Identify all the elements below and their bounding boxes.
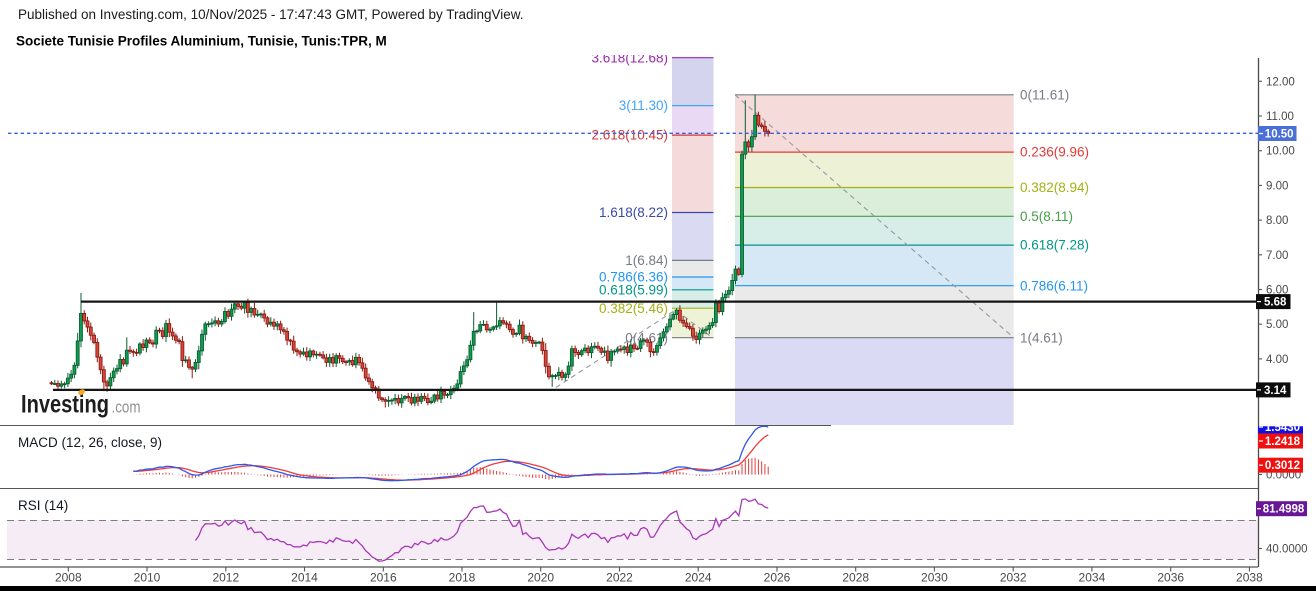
svg-text:40.0000: 40.0000 [1266, 544, 1308, 556]
svg-text:0.3012: 0.3012 [1265, 460, 1300, 472]
svg-text:10.00: 10.00 [1266, 146, 1295, 158]
svg-text:2038: 2038 [1236, 571, 1263, 585]
svg-text:0(11.61): 0(11.61) [1020, 87, 1069, 102]
svg-text:0.382(8.94): 0.382(8.94) [1020, 180, 1089, 195]
svg-text:0.236(9.96): 0.236(9.96) [1020, 145, 1089, 160]
svg-text:0.786(6.11): 0.786(6.11) [1020, 278, 1088, 293]
svg-text:2.618(10.45): 2.618(10.45) [591, 128, 668, 143]
svg-text:2028: 2028 [842, 571, 869, 585]
svg-text:3.618(12.68): 3.618(12.68) [591, 50, 668, 65]
svg-text:0.618(5.99): 0.618(5.99) [599, 282, 668, 297]
svg-text:5.68: 5.68 [1264, 297, 1287, 309]
svg-text:2010: 2010 [134, 571, 161, 585]
svg-text:Societe Tunisie Profiles Alumi: Societe Tunisie Profiles Aluminium, Tuni… [16, 34, 387, 49]
svg-text:2032: 2032 [1000, 571, 1027, 585]
svg-text:10.50: 10.50 [1265, 129, 1294, 141]
svg-text:9.00: 9.00 [1266, 180, 1288, 192]
svg-text:.com: .com [112, 398, 141, 417]
svg-text:2036: 2036 [1157, 571, 1184, 585]
svg-text:2020: 2020 [527, 571, 554, 585]
svg-text:1.618(8.22): 1.618(8.22) [599, 205, 668, 220]
svg-text:2026: 2026 [764, 571, 791, 585]
svg-text:81.4998: 81.4998 [1263, 504, 1305, 516]
svg-text:3.14: 3.14 [1264, 385, 1287, 397]
svg-text:7.00: 7.00 [1266, 250, 1288, 262]
svg-text:0.618(7.28): 0.618(7.28) [1020, 238, 1089, 253]
svg-text:0.5(8.11): 0.5(8.11) [1020, 209, 1073, 224]
svg-text:6.00: 6.00 [1266, 285, 1288, 297]
svg-text:1.5430: 1.5430 [1265, 422, 1300, 434]
svg-text:0.786(6.36): 0.786(6.36) [599, 270, 668, 285]
svg-text:8.00: 8.00 [1266, 215, 1288, 227]
svg-text:Published on Investing.com, 10: Published on Investing.com, 10/Nov/2025 … [18, 7, 524, 22]
svg-text:2024: 2024 [685, 571, 712, 585]
svg-text:2008: 2008 [55, 571, 82, 585]
svg-text:2014: 2014 [291, 571, 318, 585]
svg-text:RSI (14): RSI (14) [18, 498, 68, 513]
svg-text:2022: 2022 [606, 571, 633, 585]
svg-text:1(6.84): 1(6.84) [625, 253, 668, 268]
svg-text:2034: 2034 [1079, 571, 1106, 585]
svg-text:0.382(5.46): 0.382(5.46) [599, 301, 668, 316]
svg-text:3(11.30): 3(11.30) [619, 98, 668, 113]
svg-text:12.00: 12.00 [1266, 76, 1295, 88]
svg-text:2016: 2016 [370, 571, 397, 585]
svg-text:2018: 2018 [449, 571, 476, 585]
svg-text:11.00: 11.00 [1266, 111, 1294, 123]
svg-text:4.00: 4.00 [1266, 354, 1288, 366]
svg-text:1.2418: 1.2418 [1265, 436, 1301, 448]
svg-text:2030: 2030 [921, 571, 948, 585]
svg-text:Investing: Investing [21, 391, 109, 419]
svg-text:2012: 2012 [212, 571, 239, 585]
svg-text:1(4.61): 1(4.61) [1020, 330, 1063, 345]
svg-text:MACD (12, 26, close, 9): MACD (12, 26, close, 9) [18, 435, 162, 450]
svg-text:5.00: 5.00 [1266, 319, 1288, 331]
